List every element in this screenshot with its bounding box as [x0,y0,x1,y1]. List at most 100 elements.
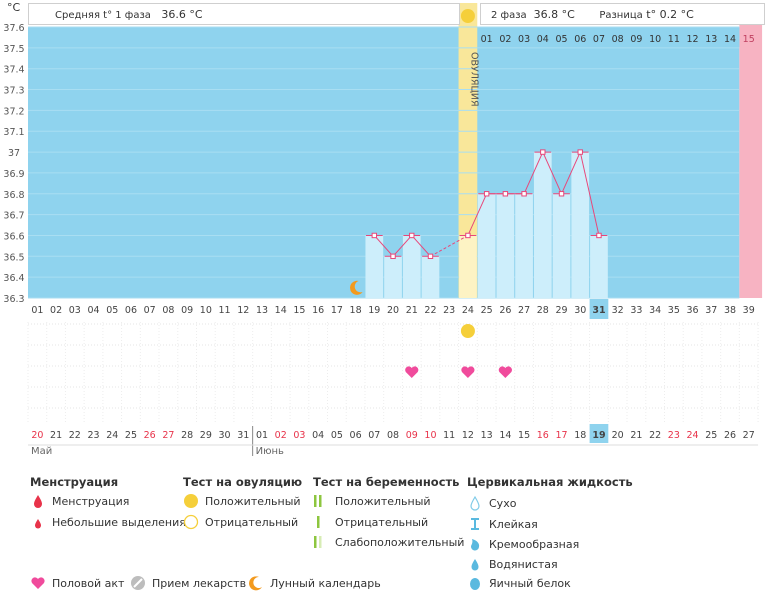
current-day-highlight [589,299,609,319]
legend-pregtest-weak[interactable]: Слабоположительный [313,534,464,550]
double-line-faint-icon [314,536,322,548]
diff-value: t° 0.2 °C [646,8,694,21]
cycle-day-label: 27 [518,305,530,316]
date-label: 21 [630,430,642,441]
cycle-day-label: 03 [69,305,81,316]
legend-cervical-watery[interactable]: Водянистая [467,556,558,572]
y-tick-label: 36.7 [3,211,24,222]
date-label: 09 [406,430,418,441]
cycle-day-label: 35 [668,305,680,316]
date-label: 06 [350,430,362,441]
date-label: 28 [181,430,193,441]
y-tick-label: 37.1 [3,127,24,138]
date-label: 16 [537,430,549,441]
temperature-point [427,253,434,260]
bbt-chart: 37.6 37.5 37.4 37.3 37.2 37.1 37 36.9 36.8 36.7 36… [3,3,763,457]
date-label: 10 [424,430,436,441]
luteal-day-label: 07 [593,34,605,45]
y-tick-label: 37.3 [3,86,24,97]
temperature-point [558,191,565,197]
luteal-day-label: 06 [574,34,586,45]
moon-icon [349,280,363,295]
month-label: Май [31,446,52,457]
legend-pregtest-positive-label: Положительный [335,494,431,508]
phase1-label: Средняя t° 1 фаза [55,10,151,21]
temperature-point [390,253,396,260]
cycle-day-label: 06 [125,305,137,316]
temperature-line-segment [430,235,469,257]
date-label: 30 [219,430,231,441]
date-label: 24 [106,430,118,441]
luteal-header-row [477,27,740,47]
date-label: 25 [125,430,137,441]
y-tick-label: 36.9 [3,169,24,180]
cycle-day-label: 13 [256,305,268,316]
y-tick-label: 37.6 [3,23,24,34]
legend-pregtest-negative[interactable]: Отрицательный [313,514,428,530]
ovulation-sun-icon [460,9,475,23]
legend-pregtest-positive[interactable]: Положительный [313,493,431,509]
date-label: 11 [443,430,455,441]
legend-moon[interactable]: Лунный календарь [248,575,381,591]
luteal-day-label: 13 [705,34,717,45]
temperature-line-segment [411,235,431,257]
date-label: 07 [368,430,380,441]
legend-medication[interactable]: Прием лекарств [130,575,246,591]
cycle-day-label: 29 [555,305,567,316]
temperature-bar [496,193,515,298]
legend-pregtest-title: Тест на беременность [313,475,460,489]
temperature-point [502,191,509,197]
date-label: 21 [50,430,62,441]
legend-spotting[interactable]: Небольшие выделения [30,514,186,530]
y-tick-label: 36.3 [3,294,24,305]
cycle-day-label: 37 [705,305,717,316]
date-label: 31 [237,430,249,441]
legend-medication-label: Прием лекарств [152,576,247,590]
legend-cervical-dry[interactable]: Сухо [467,495,516,511]
date-label: 29 [200,430,212,441]
luteal-day-label: 05 [555,34,567,45]
egg-drop-icon [470,578,480,590]
date-label: 02 [275,430,287,441]
luteal-day-label: 08 [612,34,624,45]
date-label: 23 [668,430,680,441]
legend-menstruation[interactable]: Менструация [30,493,129,509]
legend-cervical-eggwhite[interactable]: Яичный белок [467,575,571,591]
cycle-day-label: 07 [144,305,156,316]
legend-cervical-sticky[interactable]: Клейкая [467,516,538,532]
temperature-bar [384,256,402,298]
sticky-icon [471,518,479,530]
phase1-value: 36.6 °C [161,8,203,21]
date-label: 26 [724,430,736,441]
legend-cervical-creamy[interactable]: Кремообразная [467,536,579,552]
date-label: 19 [592,430,605,441]
date-label: 14 [499,430,511,441]
unit-label: °C [7,1,21,14]
cycle-day-label: 02 [50,305,62,316]
legend-intercourse[interactable]: Половой акт [30,575,124,591]
temperature-line-segment [392,235,413,257]
luteal-day-label: 09 [630,34,642,45]
cycle-day-label: 21 [406,305,418,316]
temperature-point [521,191,527,197]
chart-background [28,27,740,298]
temperature-point [483,191,490,197]
cycle-day-label: 10 [200,305,212,316]
temperature-bar [459,235,477,298]
temperature-bar [477,193,496,298]
temperature-point [371,232,378,239]
temperature-point [409,232,415,239]
cycle-day-label: 25 [481,305,493,316]
luteal-day-label: 12 [687,34,699,45]
cycle-day-label: 20 [387,305,399,316]
date-label: 20 [612,430,624,441]
cycle-day-label: 12 [237,305,249,316]
y-tick-label: 36.6 [3,231,24,242]
temperature-bar [533,152,552,298]
cycle-day-label: 08 [162,305,174,316]
y-tick-label: 37.4 [3,65,24,76]
legend-ovtest-negative[interactable]: Отрицательный [183,514,298,530]
drop-outline-icon [470,495,480,511]
legend-ovtest-positive[interactable]: Положительный [183,493,301,509]
temperature-bar [515,193,533,298]
